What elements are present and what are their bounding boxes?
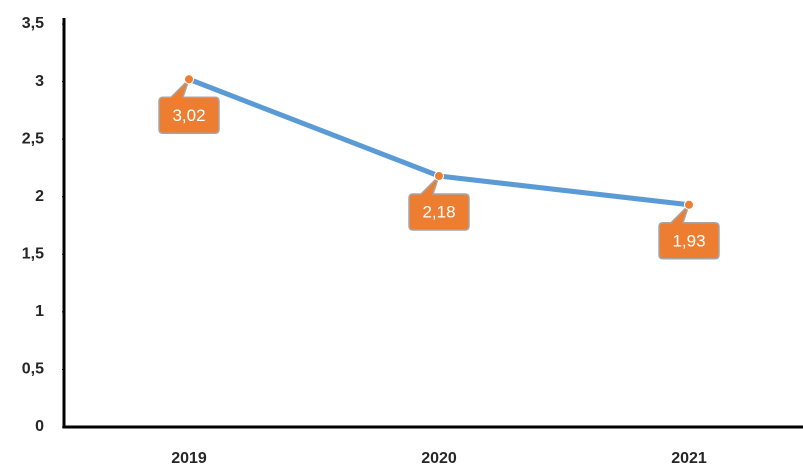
x-tick-label: 2019 bbox=[171, 450, 207, 467]
label-callout bbox=[658, 204, 720, 260]
x-tick-label: 2021 bbox=[671, 450, 707, 467]
marker bbox=[434, 170, 444, 181]
label-callout bbox=[158, 78, 220, 135]
y-tick-label: 1,5 bbox=[22, 246, 44, 263]
x-tick-label: 2020 bbox=[421, 450, 457, 467]
marker bbox=[684, 199, 694, 210]
data-label: 2,18 bbox=[422, 202, 455, 221]
y-tick-label: 3 bbox=[35, 73, 44, 90]
line bbox=[188, 76, 690, 208]
y-tick-label: 1 bbox=[35, 303, 44, 320]
marker bbox=[184, 74, 194, 85]
y-tick-label: 2,5 bbox=[22, 130, 44, 147]
y-tick-label: 0,5 bbox=[22, 361, 44, 378]
y-tick-label: 0 bbox=[35, 418, 44, 435]
y-tick-label: 3,5 bbox=[22, 15, 44, 32]
data-label: 1,93 bbox=[672, 231, 705, 250]
data-label: 3,02 bbox=[172, 106, 205, 125]
label-callout bbox=[408, 175, 470, 231]
y-tick-label: 2 bbox=[35, 188, 44, 205]
